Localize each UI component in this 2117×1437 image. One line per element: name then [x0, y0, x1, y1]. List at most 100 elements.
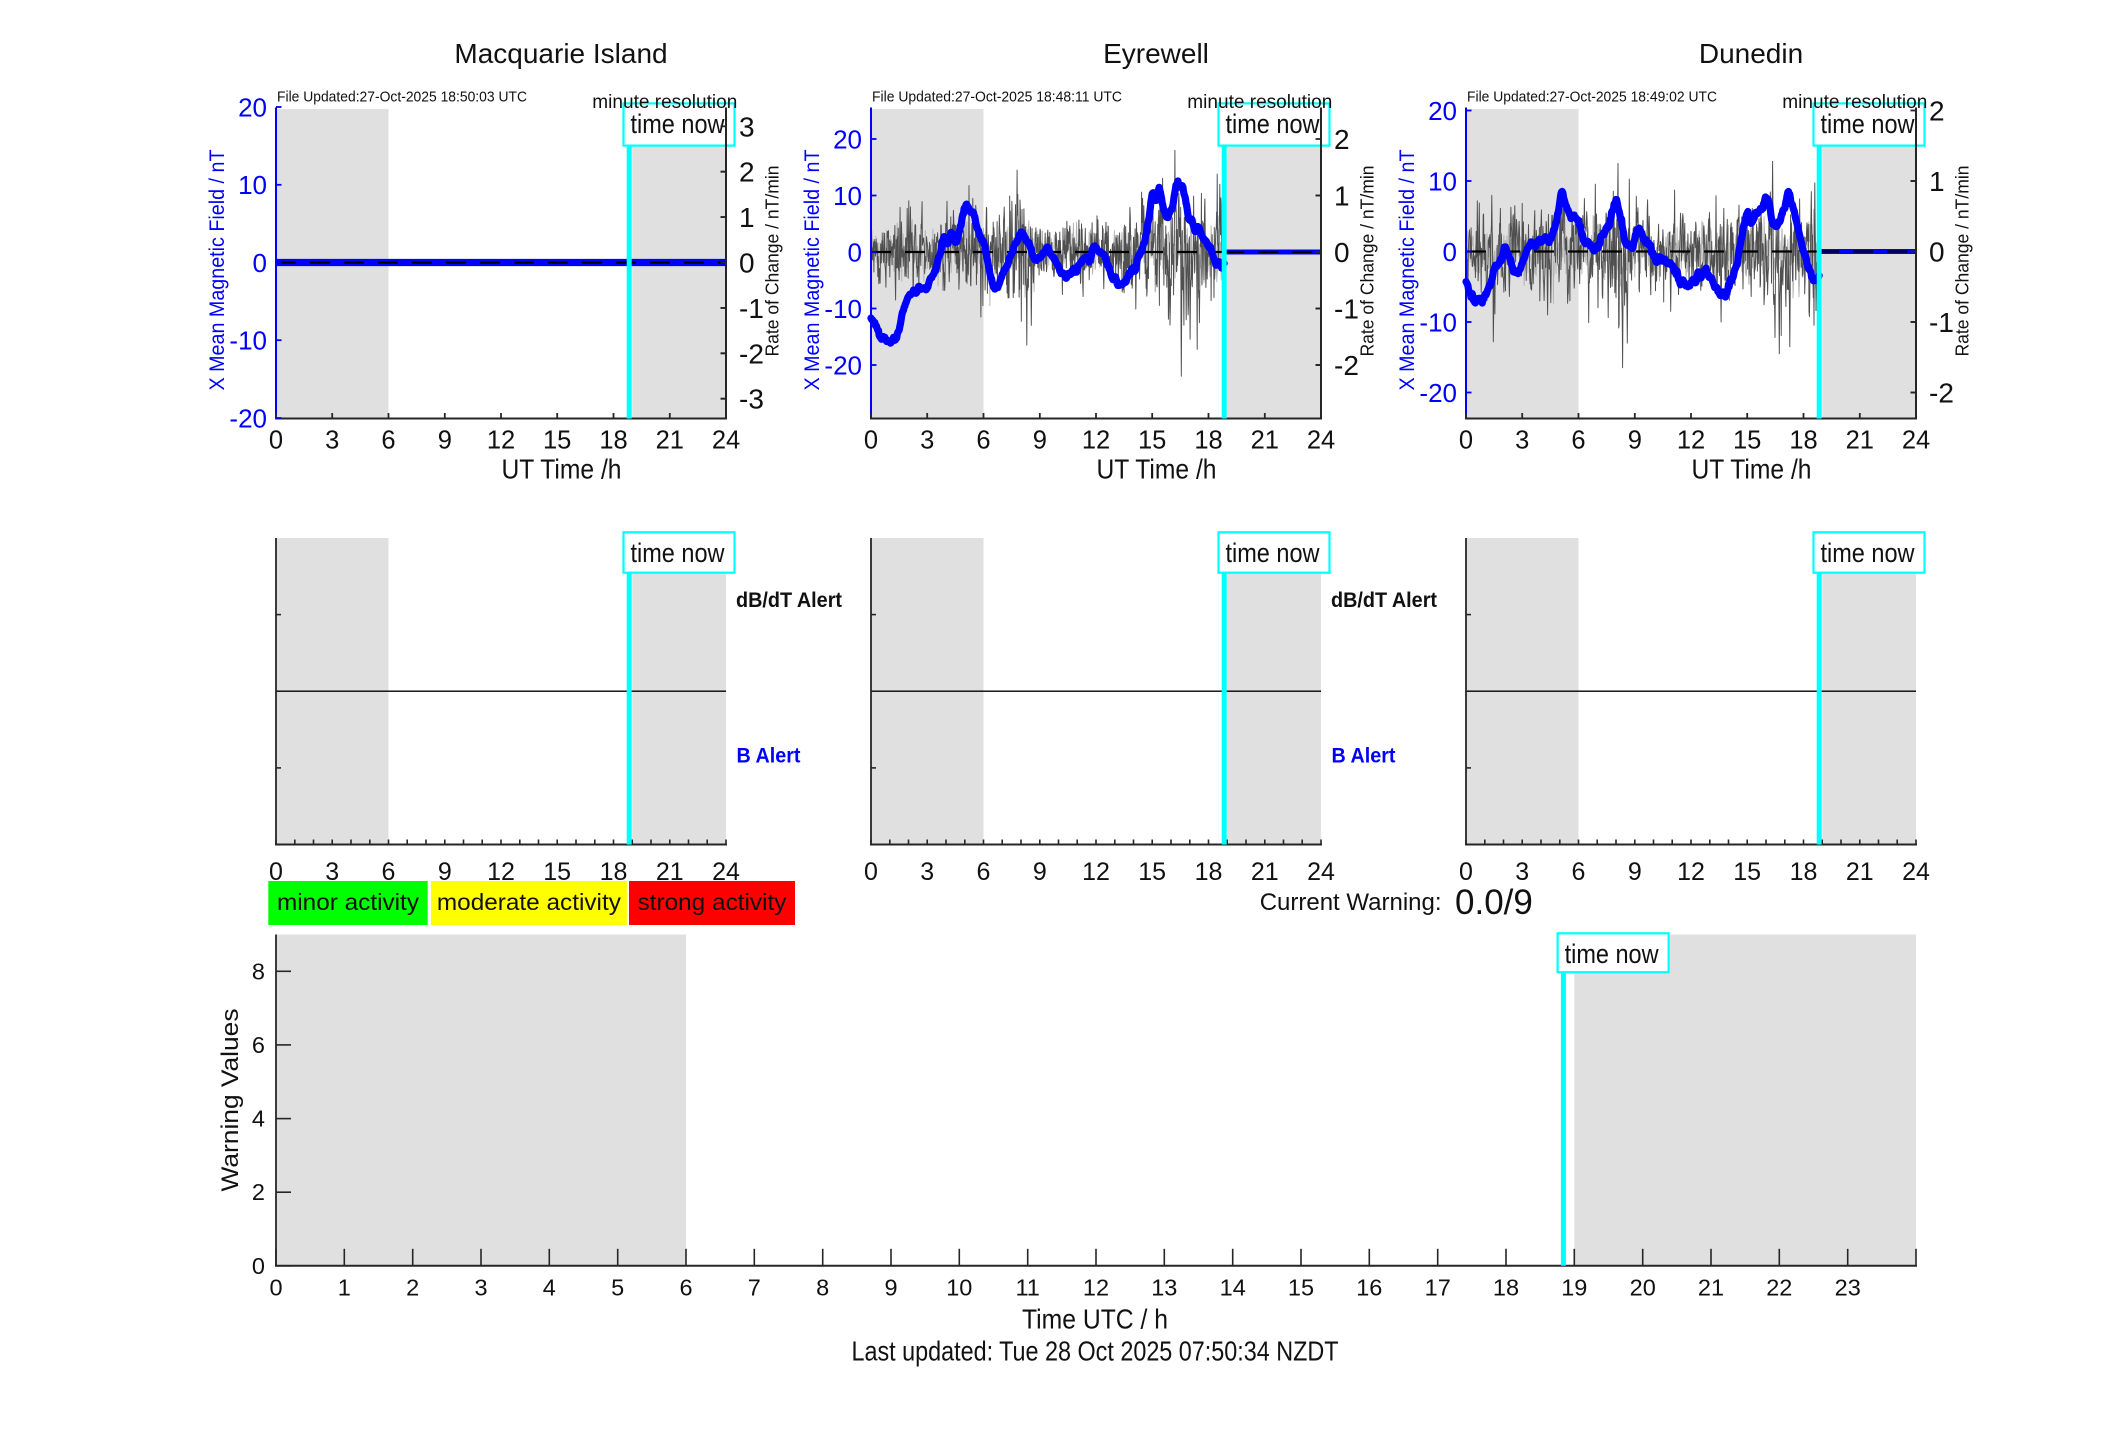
svg-text:4: 4 — [543, 1275, 556, 1301]
svg-text:22: 22 — [1766, 1275, 1792, 1301]
svg-text:-2: -2 — [739, 338, 764, 369]
svg-text:24: 24 — [1902, 858, 1930, 886]
svg-text:9: 9 — [438, 858, 452, 886]
svg-text:15: 15 — [1288, 1275, 1314, 1301]
svg-text:15: 15 — [1733, 858, 1761, 886]
svg-text:21: 21 — [1698, 1275, 1724, 1301]
svg-text:-3: -3 — [739, 384, 764, 415]
svg-text:minute resolution: minute resolution — [1782, 91, 1927, 113]
svg-text:0: 0 — [848, 237, 862, 267]
svg-text:20: 20 — [238, 92, 267, 122]
svg-text:time now: time now — [1565, 939, 1659, 969]
svg-text:18: 18 — [599, 427, 627, 455]
svg-text:0: 0 — [269, 858, 283, 886]
svg-text:6: 6 — [1571, 427, 1585, 455]
svg-text:dB/dT Alert: dB/dT Alert — [736, 589, 842, 612]
svg-text:0: 0 — [1459, 858, 1473, 886]
svg-text:15: 15 — [543, 427, 571, 455]
svg-text:-20: -20 — [824, 350, 862, 380]
svg-text:time now: time now — [1821, 109, 1915, 139]
svg-text:Last updated: Tue 28 Oct 2025: Last updated: Tue 28 Oct 2025 07:50:34 N… — [852, 1335, 1339, 1366]
svg-text:0: 0 — [1443, 237, 1457, 267]
svg-text:time now: time now — [1226, 538, 1320, 568]
svg-text:1: 1 — [338, 1275, 351, 1301]
svg-text:0: 0 — [1929, 237, 1945, 268]
svg-text:24: 24 — [1307, 427, 1335, 455]
svg-text:17: 17 — [1425, 1275, 1451, 1301]
svg-text:time now: time now — [1821, 538, 1915, 568]
svg-text:2: 2 — [1929, 96, 1945, 127]
svg-text:UT Time /h: UT Time /h — [1692, 454, 1812, 485]
svg-text:12: 12 — [487, 427, 515, 455]
svg-text:5: 5 — [611, 1275, 624, 1301]
svg-text:20: 20 — [1630, 1275, 1656, 1301]
svg-text:-1: -1 — [1929, 307, 1954, 338]
svg-text:6: 6 — [679, 1275, 692, 1301]
svg-text:UT Time /h: UT Time /h — [1097, 454, 1217, 485]
svg-text:23: 23 — [1835, 1275, 1861, 1301]
svg-text:-10: -10 — [229, 326, 267, 356]
svg-text:18: 18 — [1790, 858, 1818, 886]
svg-text:21: 21 — [1846, 427, 1874, 455]
svg-text:1: 1 — [1929, 166, 1945, 197]
svg-text:19: 19 — [1561, 1275, 1587, 1301]
svg-text:18: 18 — [1493, 1275, 1519, 1301]
svg-text:10: 10 — [946, 1275, 972, 1301]
svg-text:Rate of Change / nT/min: Rate of Change / nT/min — [1358, 166, 1378, 357]
svg-text:20: 20 — [833, 124, 862, 154]
svg-text:B Alert: B Alert — [1332, 744, 1396, 767]
svg-text:2: 2 — [739, 157, 755, 188]
svg-text:-1: -1 — [739, 293, 764, 324]
svg-text:1: 1 — [739, 202, 755, 233]
svg-text:21: 21 — [656, 427, 684, 455]
svg-text:Time UTC / h: Time UTC / h — [1022, 1303, 1168, 1334]
svg-text:20: 20 — [1428, 96, 1457, 126]
svg-text:3: 3 — [325, 858, 339, 886]
svg-text:15: 15 — [1138, 427, 1166, 455]
svg-text:21: 21 — [1846, 858, 1874, 886]
svg-text:time now: time now — [1226, 109, 1320, 139]
svg-text:24: 24 — [712, 427, 740, 455]
svg-text:6: 6 — [977, 858, 991, 886]
svg-text:2: 2 — [252, 1179, 265, 1205]
svg-text:3: 3 — [1515, 427, 1529, 455]
svg-text:3: 3 — [474, 1275, 487, 1301]
svg-text:6: 6 — [1572, 858, 1586, 886]
svg-text:13: 13 — [1151, 1275, 1177, 1301]
svg-text:6: 6 — [252, 1032, 265, 1058]
svg-text:Dunedin: Dunedin — [1699, 38, 1803, 69]
svg-text:12: 12 — [1083, 1275, 1109, 1301]
svg-text:9: 9 — [438, 427, 452, 455]
svg-text:0: 0 — [1334, 237, 1350, 268]
svg-text:1: 1 — [1334, 181, 1350, 212]
svg-text:0: 0 — [739, 248, 755, 279]
svg-text:9: 9 — [1628, 858, 1642, 886]
svg-text:File Updated:27-Oct-2025 18:50: File Updated:27-Oct-2025 18:50:03 UTC — [277, 89, 527, 106]
svg-text:2: 2 — [1334, 124, 1350, 155]
svg-text:8: 8 — [252, 958, 265, 984]
svg-text:9: 9 — [884, 1275, 897, 1301]
svg-text:Macquarie Island: Macquarie Island — [454, 38, 667, 69]
svg-text:minute resolution: minute resolution — [1187, 91, 1332, 113]
svg-text:9: 9 — [1033, 427, 1047, 455]
svg-text:time now: time now — [631, 538, 725, 568]
svg-text:10: 10 — [1428, 166, 1457, 196]
svg-text:12: 12 — [1677, 858, 1705, 886]
svg-text:12: 12 — [1082, 427, 1110, 455]
svg-text:X Mean Magnetic Field / nT: X Mean Magnetic Field / nT — [1395, 150, 1419, 391]
svg-text:strong activity: strong activity — [638, 889, 788, 915]
svg-text:4: 4 — [252, 1106, 265, 1132]
svg-text:0: 0 — [269, 427, 283, 455]
svg-text:24: 24 — [1902, 427, 1930, 455]
svg-text:3: 3 — [1515, 858, 1529, 886]
svg-text:8: 8 — [816, 1275, 829, 1301]
svg-text:14: 14 — [1220, 1275, 1246, 1301]
svg-text:-20: -20 — [1419, 378, 1457, 408]
svg-text:B Alert: B Alert — [737, 744, 801, 767]
svg-text:0: 0 — [864, 858, 878, 886]
svg-text:21: 21 — [1251, 858, 1279, 886]
svg-text:9: 9 — [1033, 858, 1047, 886]
svg-text:-2: -2 — [1334, 350, 1359, 381]
svg-text:11: 11 — [1015, 1275, 1039, 1301]
svg-text:6: 6 — [381, 427, 395, 455]
